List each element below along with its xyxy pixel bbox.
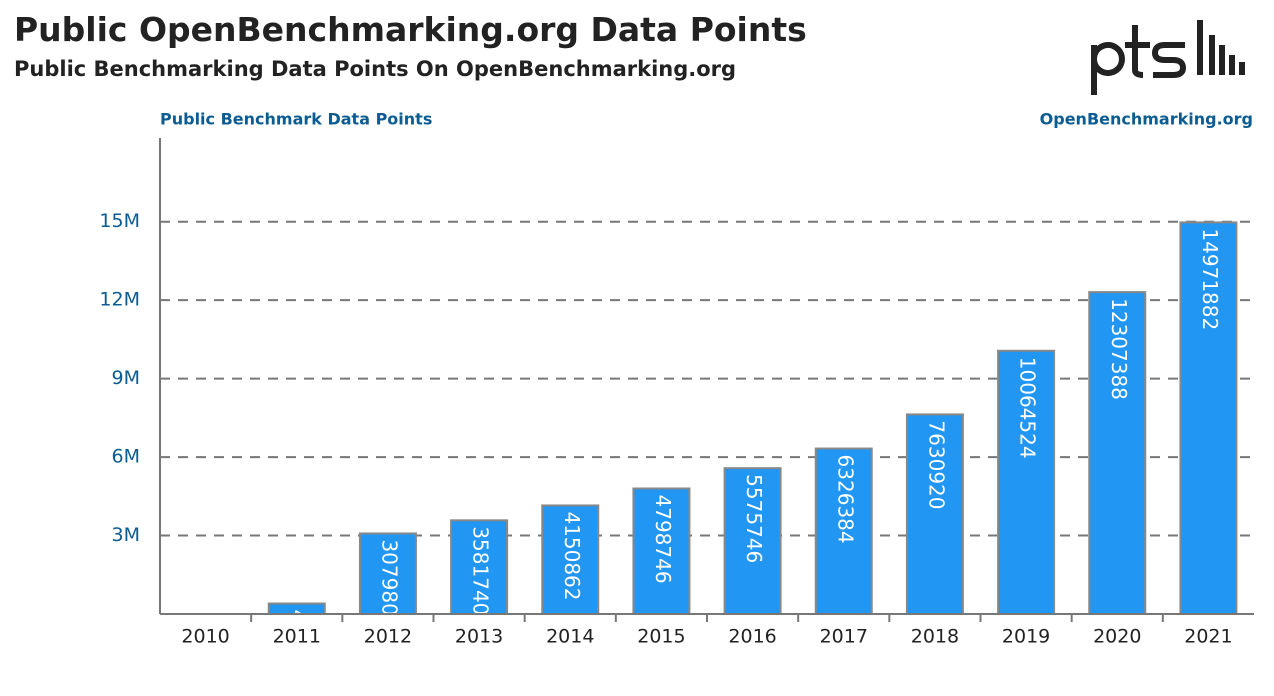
value-label-group: 400000	[286, 610, 310, 686]
x-tick-label: 2017	[820, 626, 868, 648]
y-tick-label: 6M	[112, 446, 140, 468]
source-label: OpenBenchmarking.org	[1040, 110, 1253, 129]
value-label-group: 4150862	[560, 511, 584, 600]
value-label: 4150862	[560, 511, 584, 600]
value-label-group: 3079800	[377, 539, 401, 628]
value-label-group: 6326384	[833, 455, 857, 544]
chart-subtitle: Public Benchmarking Data Points On OpenB…	[14, 57, 736, 81]
x-tick-label: 2012	[364, 626, 412, 648]
x-tick-label: 2016	[728, 626, 776, 648]
value-label-group: 7630920	[924, 420, 948, 509]
x-tick-label: 2014	[546, 626, 594, 648]
value-label: 10064524	[1016, 357, 1040, 459]
x-tick-label: 2010	[181, 626, 229, 648]
value-label: 12307388	[1107, 298, 1131, 400]
value-label: 3079800	[377, 539, 401, 628]
x-tick-label: 2013	[455, 626, 503, 648]
x-tick-label: 2020	[1093, 626, 1141, 648]
value-label: 4798746	[651, 494, 675, 583]
value-label: 7630920	[924, 420, 948, 509]
value-label: 6326384	[833, 455, 857, 544]
value-label: 14971882	[1198, 228, 1222, 330]
value-label-group: 14971882	[1198, 228, 1222, 330]
x-tick-label: 2015	[637, 626, 685, 648]
value-label-group: 4798746	[651, 494, 675, 583]
bar	[905, 413, 964, 615]
value-label-group: 5575746	[742, 474, 766, 563]
value-label-group: 12307388	[1107, 298, 1131, 400]
value-label: 400000	[286, 610, 310, 686]
logo-bars	[1209, 35, 1245, 75]
y-tick-label: 9M	[112, 367, 140, 389]
axis-label: Public Benchmark Data Points	[160, 110, 432, 129]
value-label: 3581740	[469, 526, 493, 615]
x-tick-label: 2021	[1184, 626, 1232, 648]
logo	[1091, 20, 1203, 95]
bar	[1088, 291, 1147, 615]
value-label: 5575746	[742, 474, 766, 563]
x-tick-label: 2019	[1002, 626, 1050, 648]
y-tick-label: 3M	[112, 524, 140, 546]
bar	[723, 467, 782, 615]
x-tick-label: 2011	[273, 626, 321, 648]
bar	[997, 349, 1056, 615]
value-label-group: 3581740	[469, 526, 493, 615]
chart-title: Public OpenBenchmarking.org Data Points	[14, 10, 807, 49]
y-tick-label: 12M	[99, 289, 140, 311]
value-label-group: 10064524	[1016, 357, 1040, 459]
bar	[1179, 221, 1238, 615]
x-tick-label: 2018	[911, 626, 959, 648]
bar	[632, 487, 691, 615]
y-tick-label: 15M	[99, 210, 140, 232]
